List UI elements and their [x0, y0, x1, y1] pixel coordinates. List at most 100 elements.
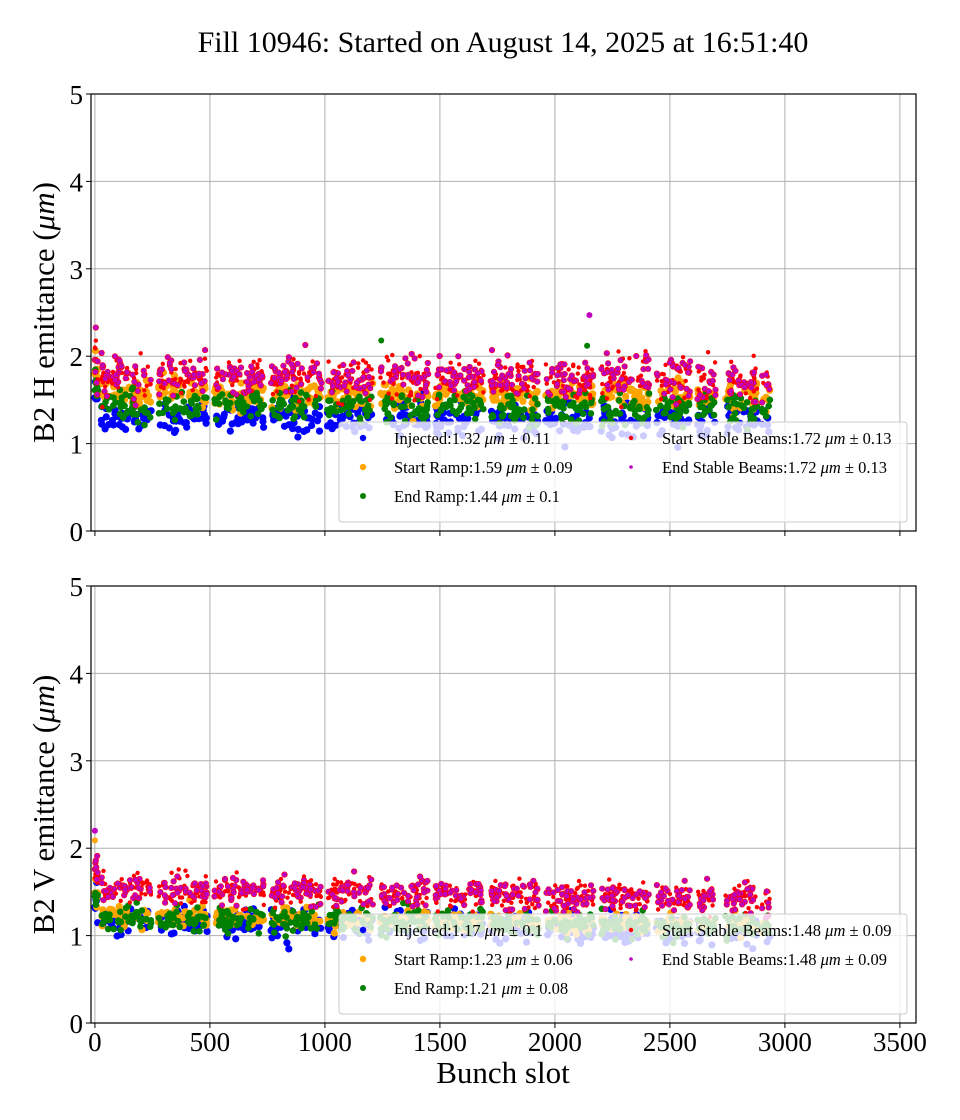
data-point	[348, 388, 356, 396]
data-point	[145, 364, 150, 369]
data-point	[182, 407, 190, 414]
data-point	[499, 372, 506, 379]
y-tick-label: 0	[70, 1009, 84, 1039]
data-point	[515, 892, 522, 899]
data-point	[468, 392, 476, 400]
data-point	[102, 398, 109, 406]
data-point	[683, 378, 688, 384]
data-point	[365, 885, 372, 892]
data-point	[228, 420, 236, 428]
data-point	[700, 897, 707, 904]
data-point	[239, 399, 247, 406]
data-point	[377, 368, 385, 375]
data-point	[763, 382, 770, 389]
data-point	[398, 392, 406, 399]
data-point	[751, 353, 756, 358]
data-point	[436, 384, 443, 391]
data-point	[102, 384, 108, 389]
data-point	[282, 889, 288, 894]
y-axis-label-suffix: )	[26, 182, 61, 192]
data-point	[92, 368, 99, 376]
data-point	[102, 375, 109, 382]
data-point	[327, 405, 335, 412]
data-point	[500, 411, 507, 419]
data-point	[308, 421, 316, 429]
data-point	[281, 369, 288, 376]
data-point	[381, 405, 389, 413]
data-point	[144, 878, 150, 883]
data-point	[567, 416, 575, 423]
data-point	[315, 427, 324, 435]
data-point	[435, 909, 440, 914]
data-point	[558, 411, 565, 419]
data-point	[116, 410, 124, 418]
data-point	[282, 933, 290, 940]
data-point	[249, 368, 256, 376]
data-point	[578, 401, 585, 409]
data-point	[260, 423, 268, 431]
data-point	[587, 410, 595, 417]
data-point	[560, 377, 567, 384]
data-point	[289, 403, 297, 411]
data-point	[94, 869, 101, 876]
data-point	[301, 371, 307, 376]
data-point	[229, 874, 237, 882]
data-point	[412, 398, 417, 403]
data-point	[369, 367, 374, 372]
data-point	[503, 892, 510, 899]
data-point	[363, 367, 371, 374]
data-point	[589, 367, 595, 372]
data-point	[748, 384, 755, 391]
data-point	[273, 914, 280, 921]
data-point	[403, 397, 411, 404]
data-point	[615, 382, 622, 389]
data-point	[288, 361, 295, 368]
data-point	[531, 384, 536, 390]
data-point	[313, 882, 319, 887]
data-point	[367, 385, 374, 392]
data-point	[644, 411, 651, 418]
data-point	[200, 921, 208, 929]
data-point	[353, 379, 360, 386]
data-point	[738, 901, 746, 908]
data-point	[600, 391, 605, 396]
data-point	[394, 392, 399, 397]
data-point	[257, 382, 264, 389]
data-point	[381, 380, 386, 385]
data-point	[509, 906, 516, 913]
data-point	[562, 393, 569, 401]
data-point	[345, 400, 353, 408]
data-point	[399, 371, 407, 378]
data-point	[173, 366, 178, 372]
data-point	[658, 902, 666, 909]
data-point	[289, 425, 297, 433]
data-point	[365, 374, 373, 381]
data-point	[687, 358, 694, 365]
data-point	[157, 884, 162, 889]
data-point	[383, 400, 390, 408]
data-point	[623, 376, 629, 381]
data-point	[311, 930, 319, 938]
data-point	[255, 930, 263, 937]
data-point	[576, 878, 582, 884]
data-point	[297, 399, 302, 404]
y-tick-label: 3	[70, 747, 84, 777]
data-point	[313, 393, 318, 399]
data-point	[170, 392, 177, 399]
data-point	[680, 355, 686, 360]
data-point	[93, 864, 100, 871]
data-point	[515, 364, 520, 370]
data-point	[160, 361, 165, 366]
data-point	[723, 897, 731, 904]
data-point	[586, 894, 593, 901]
data-point	[534, 400, 541, 408]
data-point	[182, 368, 189, 375]
data-point	[673, 401, 680, 408]
data-point	[215, 384, 222, 391]
data-point	[384, 410, 392, 417]
data-point	[132, 876, 139, 884]
data-point	[417, 354, 422, 359]
legend-item-start-ramp: Start Ramp:1.59 μm ± 0.09	[359, 458, 573, 477]
data-point	[709, 896, 717, 903]
data-point	[196, 927, 203, 935]
